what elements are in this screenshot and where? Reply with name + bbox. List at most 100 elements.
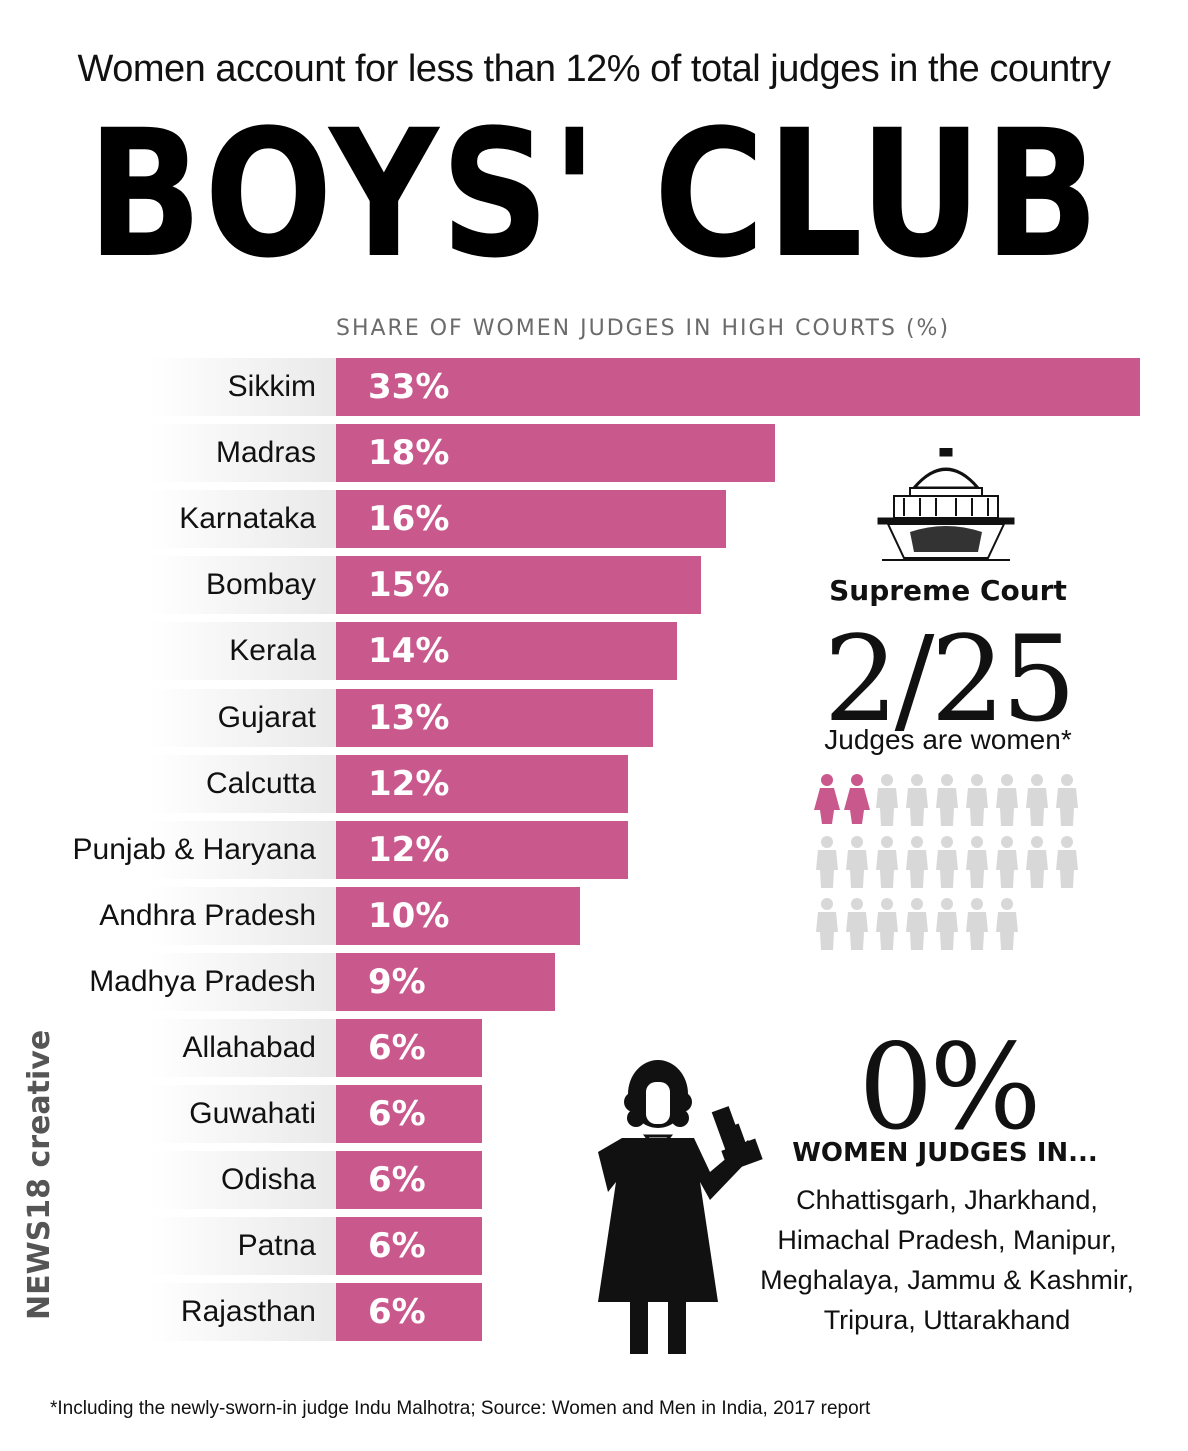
row-background bbox=[150, 820, 336, 879]
state-line: Chhattisgarh, Jharkhand, bbox=[796, 1185, 1098, 1215]
bar bbox=[336, 622, 678, 681]
brand-text: NEWS18 creative bbox=[22, 1029, 57, 1320]
bar-value-label: 12% bbox=[368, 763, 450, 804]
subtitle: Women account for less than 12% of total… bbox=[77, 48, 1111, 90]
row-background bbox=[150, 688, 336, 747]
bar-value-label: 15% bbox=[368, 565, 450, 606]
bar bbox=[336, 490, 726, 549]
bar-value-label: 6% bbox=[368, 1028, 426, 1068]
man-judge-icon bbox=[906, 898, 928, 950]
row-background bbox=[150, 358, 336, 416]
bar bbox=[336, 556, 702, 615]
man-judge-icon bbox=[816, 836, 838, 888]
zero-percent-value: 0% bbox=[858, 1018, 1041, 1156]
woman-judge-icon bbox=[814, 774, 840, 824]
man-judge-icon bbox=[996, 898, 1018, 950]
bar bbox=[336, 952, 556, 1011]
supreme-court-title: Supreme Court bbox=[829, 574, 1067, 607]
row-background bbox=[150, 886, 336, 945]
category-label: Sikkim bbox=[227, 370, 316, 403]
row-background bbox=[150, 952, 336, 1011]
bar bbox=[336, 1019, 483, 1077]
man-judge-icon bbox=[816, 898, 838, 950]
bar bbox=[336, 1151, 483, 1210]
man-judge-icon bbox=[936, 836, 958, 888]
row-background bbox=[150, 1217, 336, 1276]
man-judge-icon bbox=[1056, 774, 1078, 826]
bar bbox=[336, 1217, 483, 1276]
bar bbox=[336, 820, 629, 879]
man-judge-icon bbox=[906, 774, 928, 826]
bar-value-label: 6% bbox=[368, 1226, 426, 1267]
bar bbox=[336, 886, 580, 945]
man-judge-icon bbox=[1026, 774, 1048, 826]
supreme-court-caption: Judges are women* bbox=[824, 724, 1072, 755]
man-judge-icon bbox=[846, 836, 868, 888]
category-label: Odisha bbox=[220, 1163, 316, 1197]
row-background bbox=[150, 1283, 336, 1342]
bar bbox=[336, 688, 653, 747]
category-label: Andhra Pradesh bbox=[99, 898, 316, 932]
bar-value-label: 16% bbox=[368, 499, 450, 540]
row-background bbox=[150, 622, 336, 681]
row-background bbox=[150, 1019, 336, 1077]
woman-judge-with-gavel-icon bbox=[598, 1060, 763, 1354]
man-judge-icon bbox=[996, 774, 1018, 826]
woman-judge-icon bbox=[844, 774, 870, 824]
man-judge-icon bbox=[906, 836, 928, 888]
state-line: Tripura, Uttarakhand bbox=[823, 1305, 1071, 1335]
bar-value-label: 12% bbox=[368, 829, 450, 870]
man-judge-icon bbox=[936, 898, 958, 950]
zero-percent-states: Chhattisgarh, Jharkhand, Himachal Prades… bbox=[744, 1180, 1150, 1340]
bar-value-label: 10% bbox=[368, 895, 450, 936]
category-label: Patna bbox=[237, 1229, 316, 1263]
bar-value-label: 33% bbox=[368, 367, 450, 407]
page-title: BOYS' CLUB bbox=[87, 92, 1101, 297]
bar-value-label: 6% bbox=[368, 1094, 426, 1135]
bar bbox=[336, 1283, 483, 1342]
category-label: Bombay bbox=[205, 568, 316, 602]
row-background bbox=[150, 754, 336, 813]
supreme-court-fraction: 2/25 bbox=[823, 610, 1077, 748]
man-judge-icon bbox=[876, 774, 898, 826]
man-judge-icon bbox=[966, 836, 988, 888]
bar bbox=[336, 358, 1140, 416]
bar-value-label: 6% bbox=[368, 1160, 426, 1201]
man-judge-icon bbox=[876, 898, 898, 950]
bar-value-label: 14% bbox=[368, 631, 450, 672]
category-label: Karnataka bbox=[179, 502, 316, 536]
bar-value-label: 6% bbox=[368, 1292, 426, 1333]
man-judge-icon bbox=[846, 898, 868, 950]
man-judge-icon bbox=[1056, 836, 1078, 888]
man-judge-icon bbox=[996, 836, 1018, 888]
zero-percent-heading: WOMEN JUDGES IN... bbox=[792, 1138, 1098, 1168]
row-background bbox=[150, 424, 336, 483]
category-label: Guwahati bbox=[189, 1097, 316, 1131]
man-judge-icon bbox=[936, 774, 958, 826]
chart-title: SHARE OF WOMEN JUDGES IN HIGH COURTS (%) bbox=[336, 316, 951, 341]
category-label: Madhya Pradesh bbox=[89, 964, 316, 998]
category-label: Rajasthan bbox=[180, 1295, 316, 1329]
bar-value-label: 13% bbox=[368, 697, 450, 738]
state-line: Meghalaya, Jammu & Kashmir, bbox=[760, 1265, 1134, 1295]
category-label: Punjab & Haryana bbox=[72, 832, 317, 866]
bar-value-label: 18% bbox=[368, 433, 450, 474]
man-judge-icon bbox=[966, 898, 988, 950]
bar bbox=[336, 1085, 483, 1144]
row-background bbox=[150, 490, 336, 549]
bar-value-label: 9% bbox=[368, 961, 426, 1002]
state-line: Himachal Pradesh, Manipur, bbox=[777, 1225, 1117, 1255]
man-judge-icon bbox=[966, 774, 988, 826]
bar bbox=[336, 754, 629, 813]
row-background bbox=[150, 556, 336, 615]
supreme-court-building-icon bbox=[877, 448, 1015, 561]
bar bbox=[336, 424, 775, 483]
category-label: Calcutta bbox=[205, 766, 316, 800]
row-background bbox=[150, 1085, 336, 1144]
category-label: Madras bbox=[215, 436, 316, 470]
footnote: *Including the newly-sworn-in judge Indu… bbox=[50, 1398, 871, 1419]
man-judge-icon bbox=[1026, 836, 1048, 888]
news18-creative-logo: NEWS18 creative bbox=[22, 1029, 68, 1320]
man-judge-icon bbox=[876, 836, 898, 888]
